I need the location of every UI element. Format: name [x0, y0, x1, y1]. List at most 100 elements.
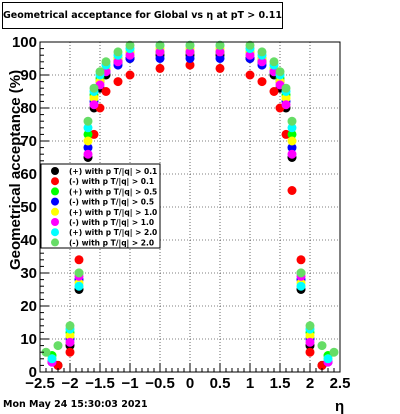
data-point	[296, 268, 306, 278]
data-point	[245, 70, 255, 80]
data-point	[287, 186, 297, 195]
data-point	[89, 100, 99, 110]
y-tick-label: 0	[29, 364, 37, 381]
legend-label: (+) with p T/|q| > 0.5	[69, 187, 157, 197]
legend-marker	[51, 167, 59, 175]
data-point	[74, 281, 84, 291]
data-point	[305, 331, 315, 341]
data-point	[65, 331, 75, 341]
legend-label: (+) with p T/|q| > 2.0	[69, 228, 157, 238]
legend-label: (+) with p T/|q| > 0.1	[69, 167, 157, 177]
y-tick-label: 70	[20, 133, 37, 150]
data-point	[155, 40, 165, 50]
chart-title: Geometrical acceptance for Global vs η a…	[2, 2, 283, 29]
data-point	[155, 47, 165, 57]
legend-label: (-) with p T/|q| > 2.0	[69, 238, 154, 248]
data-point	[281, 93, 291, 103]
data-point	[269, 57, 279, 67]
data-point	[317, 341, 327, 351]
data-point	[287, 143, 297, 153]
legend-label: (-) with p T/|q| > 0.1	[69, 177, 154, 187]
x-tick-label: −0.5	[145, 375, 175, 392]
data-point	[245, 50, 255, 60]
data-point	[257, 77, 267, 87]
data-point	[101, 57, 111, 67]
legend-marker	[51, 218, 59, 226]
x-tick-label: −1.5	[85, 375, 115, 392]
series-7-points	[41, 40, 339, 357]
x-axis-title: η	[335, 398, 344, 414]
data-point	[83, 116, 93, 126]
data-point	[281, 100, 291, 110]
y-tick-label: 90	[20, 67, 37, 84]
data-point	[281, 83, 291, 93]
y-tick-label: 10	[20, 331, 37, 348]
data-point	[287, 129, 297, 139]
data-point	[65, 347, 75, 357]
legend-marker	[51, 187, 59, 196]
data-point	[215, 54, 225, 63]
data-point	[83, 129, 93, 139]
x-tick-label: 1.5	[270, 375, 291, 392]
legend-label: (+) with p T/|q| > 1.0	[69, 208, 157, 218]
x-tick-labels: −2.5 −2 −1.5 −1 −0.5 0 0.5 1 1.5 2 2.5	[25, 375, 350, 392]
footer-timestamp: Mon May 24 15:30:03 2021	[3, 399, 148, 410]
series-1-points	[53, 60, 327, 370]
data-point	[185, 60, 195, 70]
data-point	[287, 116, 297, 126]
data-point	[275, 67, 285, 77]
data-point	[95, 67, 105, 77]
x-tick-label: −2.5	[25, 375, 55, 392]
data-point	[155, 54, 165, 63]
x-tick-label: −1	[121, 375, 138, 392]
data-point	[125, 40, 135, 50]
data-point	[83, 149, 93, 159]
y-tick-label: 60	[20, 166, 37, 183]
x-tick-label: 2.5	[330, 375, 351, 392]
y-tick-label: 80	[20, 100, 37, 117]
data-point	[245, 40, 255, 50]
y-tick-label: 40	[20, 232, 37, 249]
data-point	[125, 50, 135, 60]
legend-box	[40, 163, 161, 249]
data-point	[305, 321, 315, 331]
data-point	[215, 40, 225, 50]
data-point	[83, 143, 93, 153]
y-tick-label: 100	[12, 34, 37, 51]
legend-label: (-) with p T/|q| > 0.5	[69, 198, 154, 208]
data-point	[287, 136, 297, 146]
data-point	[185, 47, 195, 57]
data-point	[287, 123, 297, 133]
data-point	[257, 47, 267, 57]
data-point	[101, 87, 111, 96]
data-points	[41, 40, 339, 370]
x-tick-label: 2	[306, 375, 314, 392]
data-point	[74, 255, 84, 265]
data-point	[65, 321, 75, 331]
legend-marker	[51, 228, 59, 237]
legend-marker	[51, 177, 59, 186]
data-point	[257, 57, 267, 67]
y-axis-title: Geometrical acceptance (%)	[7, 70, 24, 270]
data-point	[296, 281, 306, 291]
x-tick-label: 0.5	[210, 375, 231, 392]
legend-marker	[51, 238, 59, 247]
data-point	[323, 354, 333, 364]
data-point	[53, 341, 63, 351]
data-point	[305, 337, 315, 347]
axis-ticks	[39, 41, 341, 373]
data-point	[155, 63, 165, 73]
series-5-points	[47, 47, 333, 367]
legend-marker	[51, 207, 59, 216]
y-tick-label: 30	[20, 265, 37, 282]
legend: (+) with p T/|q| > 0.1(-) with p T/|q| >…	[40, 163, 161, 249]
data-point	[329, 347, 339, 357]
data-point	[89, 93, 99, 103]
data-point	[296, 255, 306, 265]
data-point	[287, 149, 297, 159]
data-point	[305, 347, 315, 357]
x-tick-label: 0	[186, 375, 194, 392]
data-point	[47, 354, 57, 364]
data-point	[41, 347, 51, 357]
